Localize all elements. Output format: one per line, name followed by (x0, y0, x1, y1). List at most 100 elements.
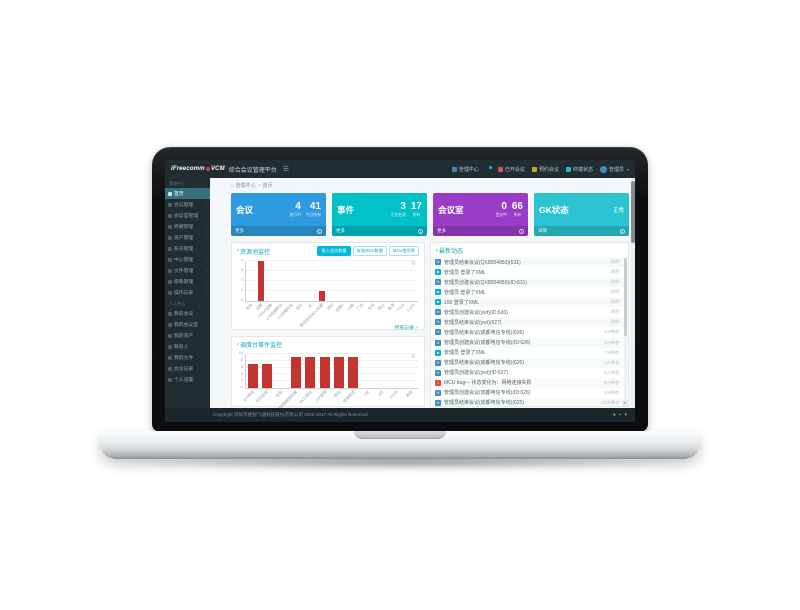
chart-menu-icon[interactable]: ≡ (411, 354, 415, 360)
sidebar-item-个人设置[interactable]: 个人设置 (165, 374, 210, 385)
page-scrollbar-thumb[interactable] (631, 181, 635, 243)
sidebar-item-账号管理[interactable]: 账号管理 ‹ (165, 243, 210, 254)
y-axis: 0 2 4 6 8 10 (236, 351, 245, 389)
sidebar-item-label: 资产管理 (174, 236, 194, 241)
bar-slot (307, 261, 317, 301)
stat-label: 进行中 (289, 212, 301, 217)
chevron-left-icon: ‹ (205, 235, 208, 240)
bar-slot (317, 261, 327, 301)
activity-scrollbar-thumb[interactable] (624, 258, 627, 337)
x-axis: 本地 成都 F5000成都 128成都移动 G3成都电信 深圳 4K 移动双线MCU成都 测试成… (244, 302, 418, 328)
activity-text: 管理员 登录了XML (444, 269, 486, 276)
more-link[interactable]: 更多 (437, 228, 446, 233)
y-tick-label: 8 (240, 357, 243, 362)
x-tick-label: 100号 (389, 390, 400, 400)
sidebar-item-我的文件[interactable]: 我的文件 (165, 352, 210, 363)
brand-suffix: VCM (210, 166, 225, 172)
breadcrumb-root[interactable]: 管理中心 (235, 183, 256, 189)
sidebar-item-我的资产[interactable]: 我的资产 (165, 330, 210, 341)
chart-filter-MCU使用率[interactable]: MCU使用率 (388, 246, 419, 256)
nav-item-已开会议[interactable]: 已开会议 (497, 166, 525, 173)
sidebar-item-会议管理[interactable]: 会议管理 ‹ (165, 199, 210, 210)
sidebar-item-icon (168, 333, 172, 338)
activity-list: ✉ 管理员结束会议(QX8054950)(631) 刚刚 ☻ 管理员 登录了XML 刚刚 ✉… (431, 257, 628, 406)
x-tick-label: 4K (307, 303, 314, 310)
sidebar-item-我的会议[interactable]: 我的会议 (165, 308, 210, 319)
sidebar-item-终端管理[interactable]: 终端管理 ‹ (165, 221, 210, 232)
info-icon[interactable]: i (519, 228, 524, 234)
footer-right-icons[interactable]: ● ▪ ▾ (612, 412, 628, 418)
x-tick-label: 32路 (346, 303, 355, 312)
sidebar-item-级联管理[interactable]: 级联管理 ‹ (165, 276, 210, 287)
sidebar-item-会议记录[interactable]: 会议记录 (165, 363, 210, 374)
sidebar-item-文件管理[interactable]: 文件管理 ‹ (165, 265, 210, 276)
sidebar-item-我的会议室[interactable]: 我的会议室 (165, 319, 210, 330)
sidebar-item-操作记录[interactable]: 操作记录 ‹ (165, 287, 210, 298)
home-icon[interactable]: ⌂ (230, 182, 234, 189)
sidebar-item-联系人[interactable]: 联系人 (165, 341, 210, 352)
more-link[interactable]: 更多 (336, 228, 345, 233)
activity-scrollbar[interactable] (624, 258, 627, 400)
stat-card-body: 会议室 0 会议中 66 所有 (433, 193, 528, 226)
chart-menu-icon[interactable]: ≡ (411, 261, 415, 267)
x-tick-label: F128 (396, 303, 406, 312)
bar-slot (388, 261, 398, 301)
meeting-icon: ✉ (435, 369, 441, 376)
scroll-down-icon[interactable]: ▾ (622, 400, 628, 406)
x-tick: 1-128 (405, 302, 418, 322)
sidebar-item-icon (168, 322, 172, 327)
x-axis: GK掉线 呼叫失败 丢包 电信链路断链告警 MCU离线 SIP故障 掉线 终端离线 2号 9号 10… (242, 389, 418, 408)
resource-pool-chart: ≡ 0 1 2 3 4 本地 成都 F5000成都 128成都移动 G3成都电信 深圳 4K 移动双线… (236, 258, 418, 328)
stat-label: 所有 (513, 212, 522, 217)
chart-bar (348, 357, 359, 388)
sidebar-item-icon (168, 290, 172, 295)
more-link[interactable]: 更多 (235, 228, 244, 233)
stat-label: 所有 (412, 212, 421, 217)
gridline (246, 260, 418, 261)
user-menu[interactable]: 管理员 ▾ (599, 165, 629, 173)
x-tick-label: 1-128 (405, 303, 416, 313)
sidebar-item-label: 我的会议室 (174, 323, 198, 328)
x-tick: 32路 (346, 302, 357, 322)
sidebar-item-首页[interactable]: 首页 (165, 188, 210, 199)
sidebar-item-label: 联系人 (174, 345, 189, 350)
nav-item-预约会议[interactable]: 预约会议 (531, 166, 559, 173)
all-records-link[interactable]: 所有记录 > (394, 326, 418, 331)
bar-slot (246, 261, 256, 301)
sidebar-item-label: 我的会议 (174, 312, 194, 317)
info-icon[interactable]: i (317, 228, 322, 234)
nav-item-管理中心[interactable]: 管理中心 (451, 166, 479, 173)
y-tick-label: 10 (238, 351, 243, 356)
bar-slot (318, 354, 332, 388)
login-icon: ☻ (435, 349, 441, 356)
nav-notifications[interactable] (486, 165, 492, 172)
sidebar-item-label: 终端管理 (174, 225, 194, 230)
menu-toggle-icon[interactable]: ☰ (282, 165, 290, 173)
stat-card-values: 0 会议中 66 所有 (495, 201, 523, 218)
bar-slot (408, 261, 418, 301)
chart-filter-接入会议数量[interactable]: 接入会议数量 (317, 246, 351, 256)
page-scrollbar[interactable] (631, 178, 635, 408)
stat-block: 17 所有 (411, 201, 422, 218)
x-tick: 南山 (377, 302, 387, 322)
more-link[interactable]: 详情 (538, 228, 547, 233)
stat-value: 3 (400, 200, 406, 212)
x-tick-label: 本地 (244, 303, 253, 312)
stat-block: 66 所有 (512, 201, 523, 218)
chevron-left-icon: ‹ (205, 257, 208, 262)
x-tick-label: GK掉线 (242, 390, 256, 403)
sidebar-item-资产管理[interactable]: 资产管理 ‹ (165, 232, 210, 243)
nav-item-终端状态[interactable]: 终端状态 (565, 166, 593, 173)
sidebar-item-会议室管理[interactable]: 会议室管理 ‹ (165, 210, 210, 221)
bar-slot (246, 354, 260, 388)
login-icon: ☻ (435, 289, 441, 296)
info-icon[interactable]: i (620, 228, 625, 234)
info-icon[interactable]: i (418, 228, 423, 234)
chart-filter-有效MCU数量[interactable]: 有效MCU数量 (352, 246, 387, 256)
stat-cards-row: 会议 4 进行中 41 今日所有 更多 i 事件 3 正在处理 17 所有 更多 i 会议室 0 会议中 66 所有… (231, 193, 629, 236)
sidebar-item-中心管理[interactable]: 中心管理 ‹ (165, 254, 210, 265)
y-tick-label: 4 (240, 371, 243, 376)
stat-card-values: 3 正在处理 17 所有 (391, 200, 422, 218)
bar-slot (375, 354, 389, 388)
app-logo[interactable]: iFreecomm VCM 综合会议管理平台 (171, 165, 277, 174)
